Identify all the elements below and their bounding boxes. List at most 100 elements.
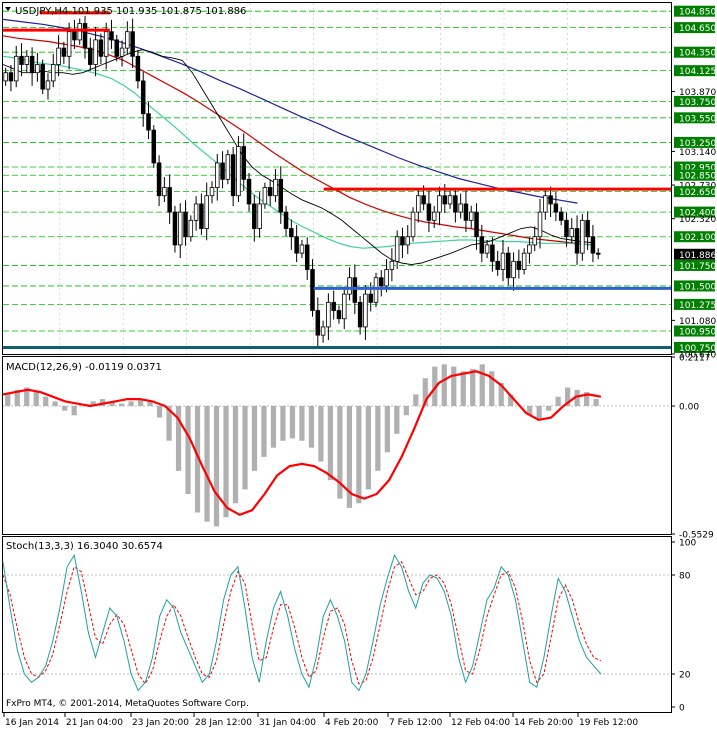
candle-body: [500, 252, 506, 270]
time-tick-label: 21 Jan 04:00: [66, 718, 123, 728]
time-axis: 16 Jan 2014 21 Jan 04:00 23 Jan 20:00 28 Ja…: [3, 712, 638, 728]
candle-body: [77, 23, 82, 41]
candle-body: [310, 269, 315, 311]
price-level-box: [674, 298, 715, 310]
candle-body: [580, 219, 585, 254]
copyright-text: FxPro MT4, © 2001-2014, MetaQuotes Softw…: [6, 699, 249, 709]
candle-body: [8, 72, 14, 82]
candle-body: [35, 64, 40, 74]
price-level-box: [674, 186, 715, 198]
candles: [3, 15, 601, 347]
candle-body: [373, 277, 379, 303]
candle-body: [88, 47, 93, 65]
candle-body: [474, 211, 479, 238]
candle-body: [574, 228, 580, 254]
candle-body: [405, 236, 410, 246]
macd-label: MACD(12,26,9) -0.0119 0.0371: [6, 362, 162, 373]
price-level-box: [674, 46, 715, 58]
price-level-label: 102.400: [679, 209, 716, 219]
price-level-label: 102.650: [679, 188, 716, 198]
candle-body: [458, 203, 463, 213]
candle-body: [389, 260, 395, 270]
time-tick-label: 19 Feb 12:00: [579, 718, 638, 728]
candle-body: [484, 244, 490, 254]
candle-body: [368, 293, 373, 303]
candle-body: [336, 310, 342, 320]
candle-body: [431, 211, 437, 221]
candle-body: [162, 187, 167, 197]
macd-signal-line: [2, 370, 602, 517]
time-tick-label: 4 Feb 20:00: [325, 718, 379, 728]
candle-body: [289, 228, 294, 238]
price-level-label: 104.650: [679, 24, 716, 34]
stoch-tick-label: 100: [679, 539, 696, 549]
candle-body: [40, 64, 45, 90]
candle-body: [177, 211, 183, 246]
candle-body: [468, 211, 474, 221]
candle-body: [125, 31, 130, 49]
time-tick-label: 7 Feb 12:00: [389, 718, 443, 728]
candle-body: [114, 39, 120, 57]
candle-body: [363, 293, 368, 328]
stoch-tick-label: 0: [679, 704, 685, 714]
price-level-label: 103.550: [679, 114, 716, 124]
candle-body: [146, 113, 151, 131]
time-tick-label: 31 Jan 04:00: [259, 718, 316, 728]
candle-body: [479, 236, 485, 254]
candle-body: [506, 252, 511, 279]
current-price-label: 101.886: [679, 251, 716, 261]
price-level-label: 102.850: [679, 172, 716, 182]
candle-body: [564, 219, 569, 238]
candle-body: [463, 203, 469, 221]
candle-body: [278, 178, 284, 213]
candle-body: [252, 203, 257, 229]
candle-body: [342, 293, 347, 320]
candle-body: [98, 39, 104, 57]
time-tick-label: 28 Jan 12:00: [195, 718, 252, 728]
price-level-label: 100.950: [679, 328, 716, 338]
candle-body: [384, 269, 389, 287]
price-level-box: [674, 5, 715, 17]
candle-body: [426, 203, 432, 221]
candle-body: [156, 162, 162, 197]
candle-body: [304, 244, 310, 270]
candle-body: [193, 203, 199, 221]
candle-body: [13, 55, 19, 82]
price-level-box: [674, 95, 715, 107]
candle-body: [130, 31, 135, 57]
candle-body: [437, 195, 442, 213]
candle-body: [241, 146, 246, 180]
stoch-tick-label: 80: [679, 572, 691, 582]
main-chart-frame: [2, 2, 672, 355]
price-level-box: [674, 259, 715, 271]
candle-body: [262, 187, 268, 205]
candle-body: [204, 195, 209, 229]
trend-lines[interactable]: [3, 11, 671, 349]
candle-body: [543, 195, 548, 213]
candle-body: [527, 244, 532, 254]
candle-body: [225, 154, 231, 180]
stoch-label: Stoch(13,3,3) 16.3040 30.6574: [6, 541, 163, 552]
candle-body: [215, 162, 220, 188]
candle-body: [379, 277, 384, 287]
candle-body: [56, 47, 61, 65]
candle-body: [326, 301, 331, 328]
candle-body: [82, 23, 88, 49]
triangle-down-icon[interactable]: [5, 7, 11, 11]
price-level-label: 101.750: [679, 262, 716, 272]
price-level-box: [674, 231, 715, 243]
candle-body: [172, 211, 178, 246]
candle-body: [516, 260, 522, 270]
chart-title: USDJPY,H4 101.935 101.935 101.875 101.88…: [15, 6, 246, 17]
candle-body: [548, 195, 553, 205]
candle-body: [267, 187, 273, 197]
price-level-box: [674, 325, 715, 337]
candle-body: [51, 64, 56, 82]
price-tick-label: 100.670: [679, 351, 716, 361]
stochastic-indicator: 100 80 20 0: [2, 539, 696, 714]
candle-body: [66, 31, 72, 57]
price-level-box: [674, 22, 715, 34]
time-tick-label: 23 Jan 20:00: [132, 718, 189, 728]
stoch-main-line: [2, 553, 602, 692]
